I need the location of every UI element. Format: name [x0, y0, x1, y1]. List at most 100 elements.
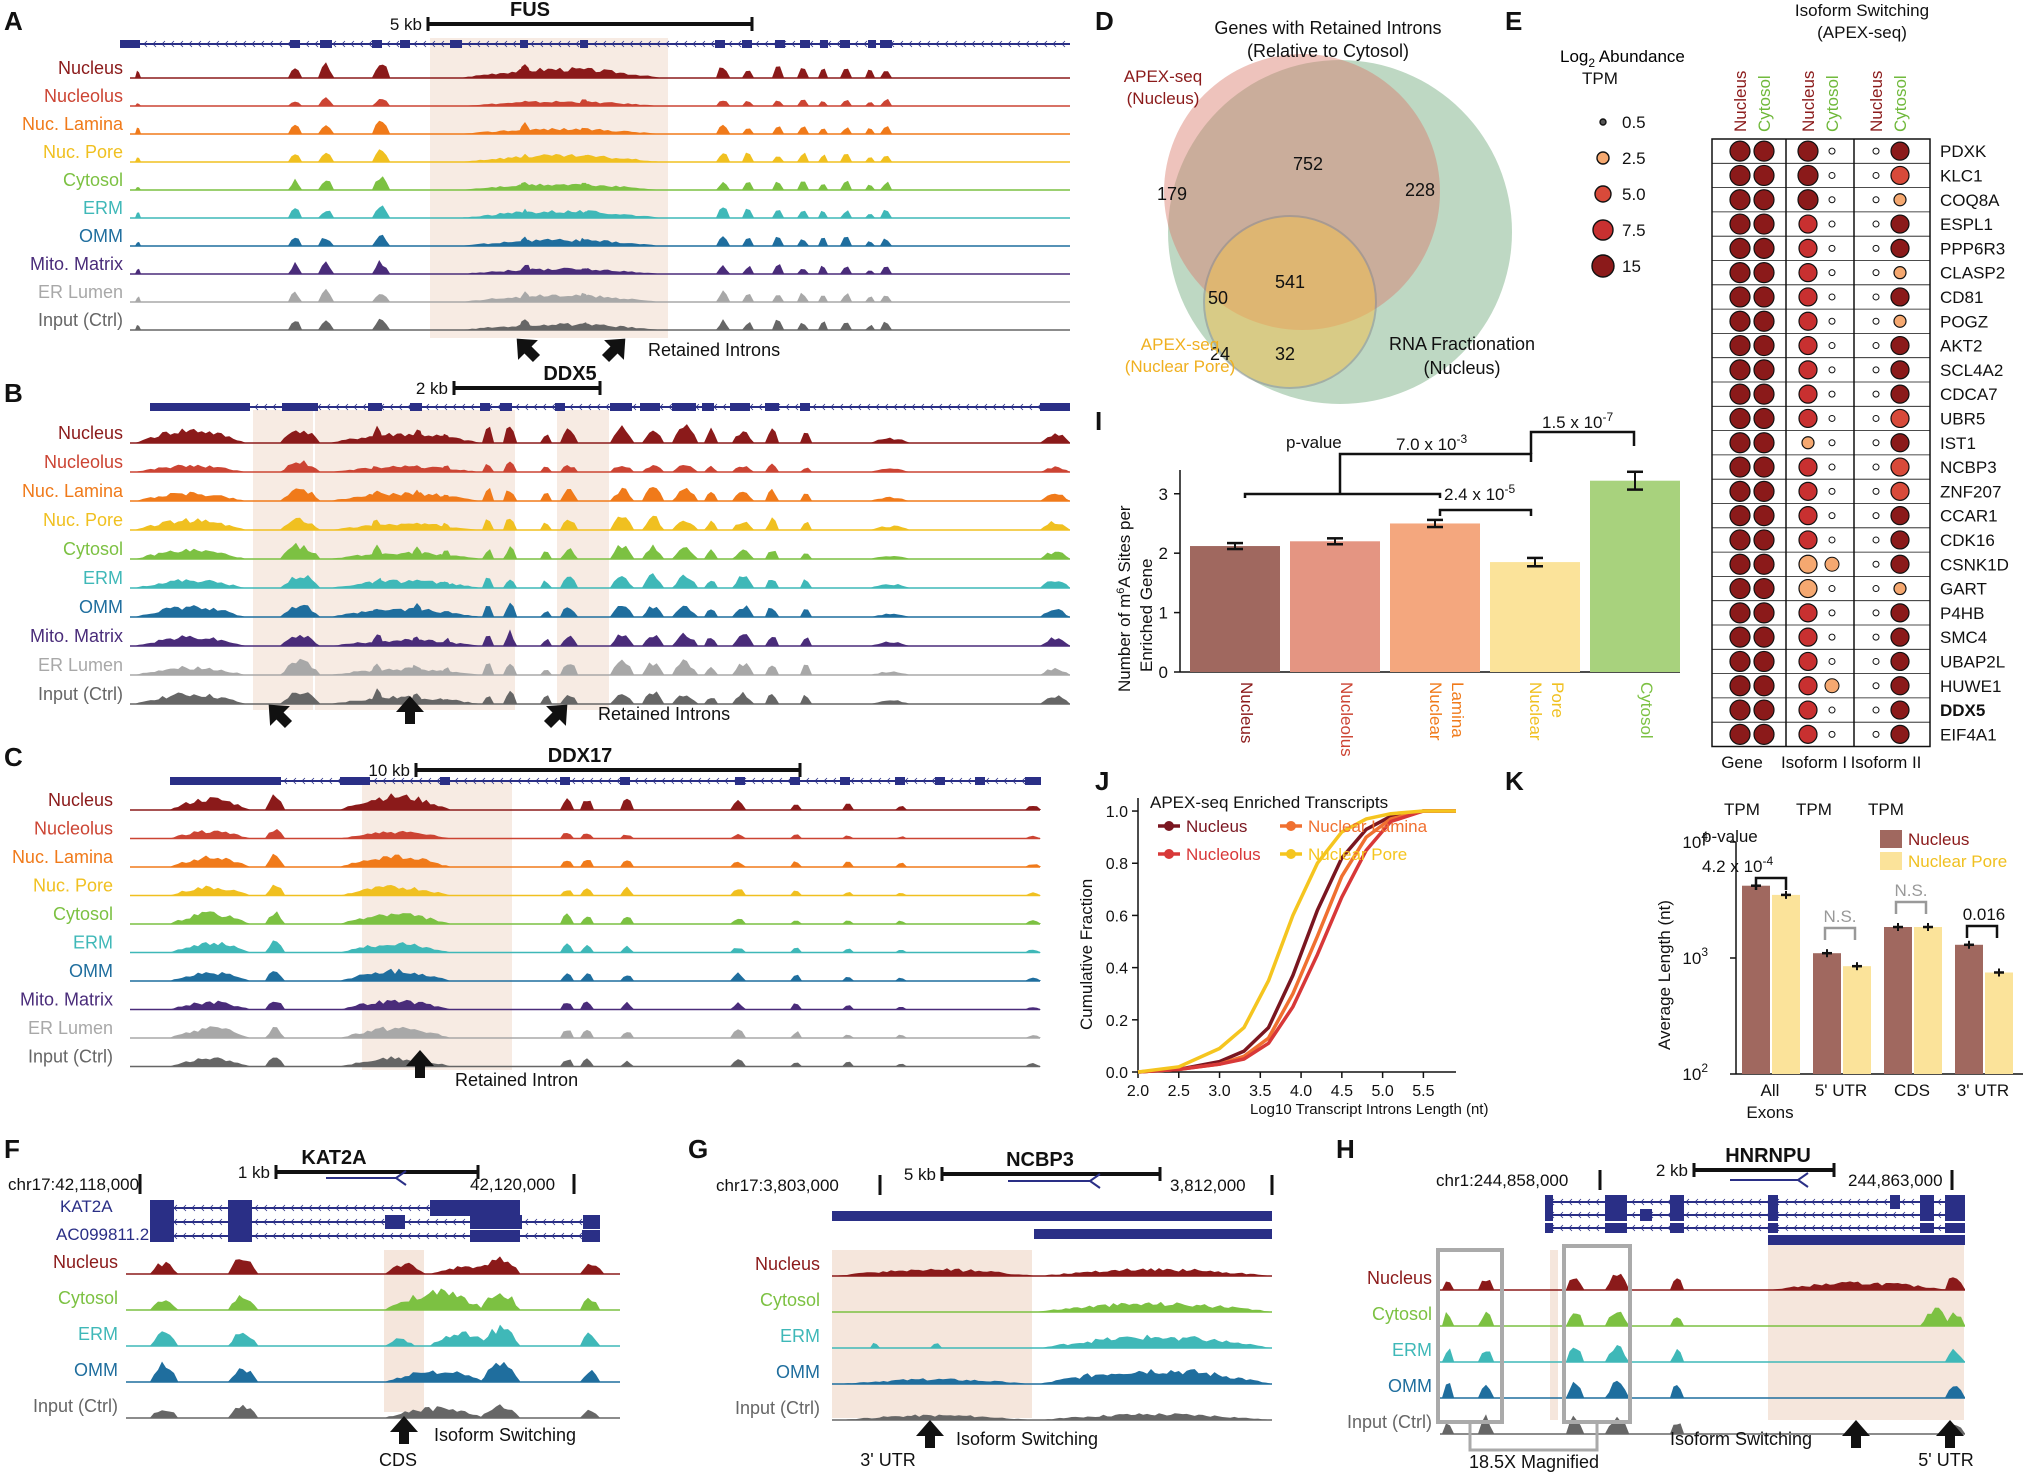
pvalue-bracket [1965, 924, 1999, 938]
strand-chevron [701, 40, 706, 48]
track-label-3: Nuc. Pore [43, 142, 123, 162]
exon-block [450, 40, 462, 48]
matrix-dot [1753, 432, 1775, 454]
track-cytosol [130, 176, 1070, 191]
strand-chevron [380, 1218, 385, 1226]
strand-chevron [427, 777, 432, 785]
arrow-label: Retained Introns [648, 340, 780, 360]
matrix-dot [1753, 577, 1775, 600]
strand-chevron [1910, 1224, 1915, 1232]
exon-block [1545, 1209, 1553, 1221]
track-omm [126, 1361, 620, 1383]
matrix-dot [1872, 536, 1880, 544]
strand-chevron [1901, 1211, 1906, 1219]
track-coverage [832, 1301, 1272, 1312]
strand-chevron [481, 777, 486, 785]
matrix-dot [1893, 314, 1907, 328]
legend-swatch [1164, 821, 1174, 831]
legend-value: 5.0 [1622, 185, 1646, 204]
strand-chevron [715, 777, 720, 785]
strand-chevron [1658, 1198, 1663, 1206]
strand-chevron [353, 1232, 358, 1240]
strand-chevron [317, 1218, 322, 1226]
strand-chevron [1034, 40, 1039, 48]
strand-chevron [299, 1232, 304, 1240]
matrix-dot [1797, 189, 1819, 211]
matrix-dot [1798, 603, 1818, 623]
matrix-dot [1753, 553, 1775, 575]
exon-block [228, 1230, 252, 1242]
strand-chevron [443, 1218, 448, 1226]
scale-label: 2 kb [1656, 1161, 1688, 1180]
matrix-dot [1893, 193, 1907, 207]
y-tick-label: 0 [1159, 663, 1168, 682]
strand-chevron [1577, 1198, 1582, 1206]
x-category-label: Lamina [1448, 682, 1467, 738]
strand-chevron [263, 1218, 268, 1226]
scale-label: 1 kb [238, 1163, 270, 1182]
pvalue-bracket [1438, 508, 1533, 516]
strand-chevron [179, 40, 184, 48]
strand-chevron [389, 1204, 394, 1212]
strand-chevron [1658, 1224, 1663, 1232]
track-coverage [130, 149, 1070, 162]
track-label-1: Nucleolus [44, 452, 123, 472]
transcript-bar [832, 1211, 1272, 1221]
matrix-dot [1828, 414, 1836, 422]
strand-chevron [467, 40, 472, 48]
strand-chevron [278, 40, 283, 48]
strand-chevron [859, 777, 864, 785]
matrix-gene-label: CSNK1D [1940, 555, 2009, 574]
strand-chevron [1784, 1224, 1789, 1232]
strand-chevron [1874, 1211, 1879, 1219]
matrix-dot [1890, 360, 1910, 380]
gene-model-panel_A [120, 40, 1070, 48]
arrow-label: Retained Intron [455, 1070, 578, 1090]
track-coverage [130, 515, 1070, 530]
bar [1955, 944, 1983, 1074]
strand-chevron [791, 40, 796, 48]
strand-chevron [674, 40, 679, 48]
matrix-gene-label: EIF4A1 [1940, 725, 1997, 744]
exon-block [1945, 1209, 1965, 1221]
strand-chevron [1838, 1211, 1843, 1219]
matrix-dot [1890, 724, 1910, 744]
exon-block [1025, 777, 1041, 785]
strand-chevron [1910, 1198, 1915, 1206]
track-label: Nucleus [1367, 1268, 1432, 1288]
exon-block [1768, 1209, 1778, 1221]
panel-letter-E: E [1505, 6, 1522, 36]
isoform-switch-arrow-icon [1936, 1420, 1964, 1448]
track-coverage [126, 1404, 620, 1418]
strand-chevron [548, 40, 553, 48]
track-omm [130, 602, 1070, 618]
retained-intron-highlight [557, 410, 609, 710]
matrix-dot [1872, 366, 1880, 374]
matrix-dot [1753, 286, 1775, 308]
matrix-dot [1890, 481, 1910, 501]
exon-block [500, 403, 512, 411]
strand-chevron [526, 777, 531, 785]
strand-chevron [299, 1204, 304, 1212]
legend-value: 2.5 [1622, 149, 1646, 168]
strand-chevron [416, 1232, 421, 1240]
matrix-dot [1753, 359, 1775, 381]
track-mito-matrix [130, 999, 1041, 1011]
strand-chevron [1748, 1211, 1753, 1219]
strand-chevron [751, 777, 756, 785]
x-category-label: 3' UTR [1957, 1081, 2009, 1100]
strand-chevron [263, 403, 268, 411]
x-tick-label: 4.5 [1331, 1083, 1353, 1100]
matrix-dot [1798, 408, 1818, 429]
legend-swatch [1880, 852, 1902, 870]
matrix-dot [1798, 360, 1818, 380]
strand-chevron [344, 1232, 349, 1240]
strand-chevron [1559, 1198, 1564, 1206]
exon-block [150, 1200, 174, 1216]
strand-chevron [434, 1218, 439, 1226]
pvalue-label: 2.4 x 10-5 [1444, 482, 1515, 504]
exon-block [715, 40, 725, 48]
track-coverage [130, 911, 1041, 924]
exon-block [368, 403, 382, 411]
matrix-dot [1729, 577, 1751, 600]
